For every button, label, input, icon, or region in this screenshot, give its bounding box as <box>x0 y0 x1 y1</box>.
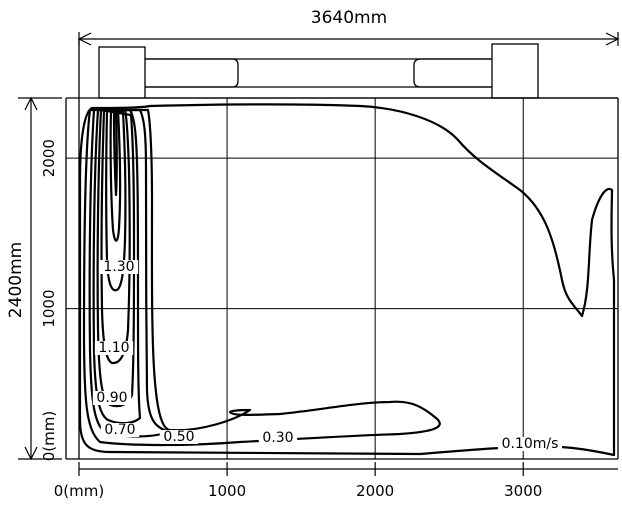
contour-label-5: 0.30 <box>262 430 293 446</box>
contour-label-bg-0 <box>99 260 139 274</box>
x-tick-label-0: 0(mm) <box>54 482 104 500</box>
contour-labels: 1.30 1.10 0.90 0.70 0.50 0.30 0.10m/s <box>92 259 563 452</box>
height-dimension <box>18 96 62 461</box>
contour-label-bg-4 <box>159 430 199 444</box>
grid-lines <box>66 98 618 459</box>
contour-label-0: 1.30 <box>103 259 134 275</box>
contour-label-bg-5 <box>258 431 298 445</box>
contour-label-bg-3 <box>100 423 140 437</box>
contour-core-1 <box>109 109 122 242</box>
contour-label-4: 0.50 <box>163 429 194 445</box>
contour-label-3: 0.70 <box>104 422 135 438</box>
equipment-outline <box>78 39 618 99</box>
velocity-contours <box>78 103 616 457</box>
x-tick-label-2: 2000 <box>356 482 394 500</box>
contour-label-bg-6 <box>497 437 563 451</box>
y-tick-label-0: 0(mm) <box>40 411 58 461</box>
contour-label-bg-2 <box>92 391 132 405</box>
contour-line-010 <box>78 103 616 457</box>
x-tick-label-1: 1000 <box>208 482 246 500</box>
contour-label-6: 0.10m/s <box>502 436 559 452</box>
x-tick-label-3: 3000 <box>504 482 542 500</box>
y-tick-label-1: 1000 <box>40 289 58 327</box>
y-tick-label-2: 2000 <box>40 139 58 177</box>
contour-label-2: 0.90 <box>96 390 127 406</box>
x-tick-labels: 0(mm) 1000 2000 3000 <box>54 482 543 500</box>
contour-line-130 <box>105 108 127 292</box>
contour-core-2 <box>112 109 118 197</box>
x-axis <box>78 462 618 476</box>
contour-line-030 <box>82 108 441 447</box>
contour-line-110 <box>100 108 131 365</box>
height-dimension-label: 2400mm <box>6 242 26 318</box>
width-dimension-label: 3640mm <box>311 8 387 28</box>
contour-label-1: 1.10 <box>98 340 129 356</box>
contour-line-070 <box>92 108 142 425</box>
y-tick-labels: 0(mm) 1000 2000 <box>40 139 58 461</box>
contour-label-bg-1 <box>94 341 134 355</box>
